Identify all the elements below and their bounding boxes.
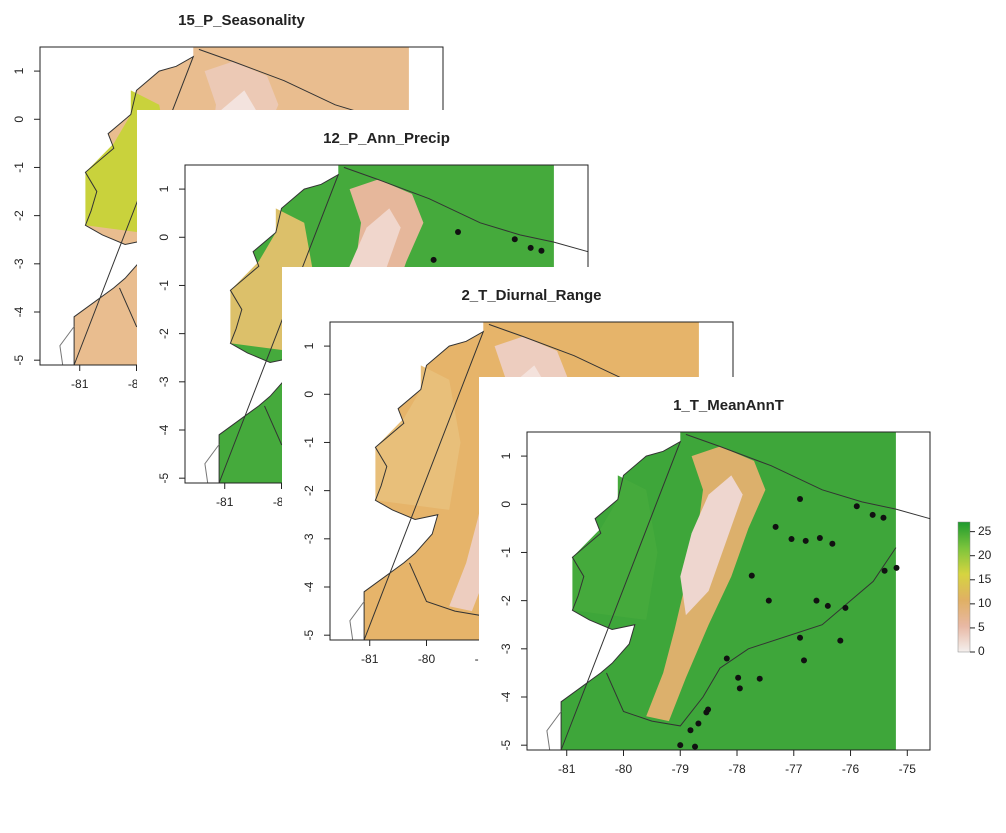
y-tick-label: 0 xyxy=(302,391,316,398)
occurrence-point xyxy=(842,605,848,611)
occurrence-point xyxy=(825,603,831,609)
occurrence-point xyxy=(894,565,900,571)
y-tick-label: -1 xyxy=(499,547,513,558)
occurrence-point xyxy=(789,536,795,542)
y-tick-label: -1 xyxy=(12,162,26,173)
occurrence-point xyxy=(431,257,437,263)
x-tick-label: -77 xyxy=(785,762,803,776)
legend-tick-label: 10 xyxy=(978,596,992,610)
y-tick-label: -4 xyxy=(157,424,171,435)
occurrence-point xyxy=(803,538,809,544)
y-tick-label: -5 xyxy=(12,355,26,366)
x-tick-label: -81 xyxy=(71,377,89,391)
x-tick-label: -75 xyxy=(899,762,917,776)
occurrence-point xyxy=(695,721,701,727)
y-tick-label: -2 xyxy=(12,210,26,221)
panel-title: 1_T_MeanAnnT xyxy=(673,397,784,414)
occurrence-point xyxy=(813,598,819,604)
x-tick-label: -76 xyxy=(842,762,860,776)
y-tick-label: -5 xyxy=(499,740,513,751)
occurrence-point xyxy=(512,236,518,242)
y-tick-label: -2 xyxy=(302,485,316,496)
occurrence-point xyxy=(703,709,709,715)
y-tick-label: 0 xyxy=(12,116,26,123)
y-tick-label: -3 xyxy=(12,258,26,269)
occurrence-point xyxy=(880,515,886,521)
y-tick-label: -2 xyxy=(499,595,513,606)
x-tick-label: -81 xyxy=(361,652,379,666)
y-tick-label: -4 xyxy=(12,306,26,317)
occurrence-point xyxy=(538,248,544,254)
x-tick-label: -80 xyxy=(615,762,633,776)
occurrence-point xyxy=(837,638,843,644)
x-tick-label: -81 xyxy=(216,495,234,509)
occurrence-point xyxy=(882,568,888,574)
x-tick-label: -79 xyxy=(672,762,690,776)
panel-title: 2_T_Diurnal_Range xyxy=(461,287,601,304)
occurrence-point xyxy=(757,676,763,682)
legend-colorbar xyxy=(958,522,970,652)
occurrence-point xyxy=(528,245,534,251)
occurrence-point xyxy=(797,496,803,502)
occurrence-point xyxy=(870,512,876,518)
occurrence-point xyxy=(797,635,803,641)
panel-title: 12_P_Ann_Precip xyxy=(323,130,450,147)
occurrence-point xyxy=(817,535,823,541)
y-tick-label: -3 xyxy=(302,533,316,544)
occurrence-point xyxy=(737,685,743,691)
y-tick-label: 0 xyxy=(157,234,171,241)
occurrence-point xyxy=(692,744,698,750)
occurrence-point xyxy=(773,524,779,530)
legend-tick-label: 15 xyxy=(978,572,992,586)
legend-tick-label: 0 xyxy=(978,644,985,658)
occurrence-point xyxy=(854,503,860,509)
occurrence-point xyxy=(801,657,807,663)
occurrence-point xyxy=(677,742,683,748)
y-tick-label: -3 xyxy=(157,376,171,387)
y-tick-label: -4 xyxy=(302,581,316,592)
occurrence-point xyxy=(455,229,461,235)
y-tick-label: -5 xyxy=(157,473,171,484)
legend-tick-label: 20 xyxy=(978,548,992,562)
x-tick-label: -78 xyxy=(728,762,746,776)
legend-tick-label: 5 xyxy=(978,620,985,634)
y-tick-label: -5 xyxy=(302,630,316,641)
y-tick-label: -4 xyxy=(499,691,513,702)
x-tick-label: -80 xyxy=(418,652,436,666)
y-tick-label: -3 xyxy=(499,643,513,654)
occurrence-point xyxy=(724,655,730,661)
map-stack: 15_P_Seasonality-81-80-79-78-77-76-7510-… xyxy=(0,0,1006,833)
y-tick-label: 1 xyxy=(12,67,26,74)
y-tick-label: 1 xyxy=(302,342,316,349)
y-tick-label: -1 xyxy=(302,437,316,448)
legend-tick-label: 25 xyxy=(978,524,992,538)
map-panel: 1_T_MeanAnnT-81-80-79-78-77-76-7510-1-2-… xyxy=(479,377,1006,805)
occurrence-point xyxy=(749,573,755,579)
occurrence-point xyxy=(687,727,693,733)
panel-title: 15_P_Seasonality xyxy=(178,12,305,29)
occurrence-point xyxy=(766,598,772,604)
y-tick-label: 1 xyxy=(499,452,513,459)
occurrence-point xyxy=(829,541,835,547)
occurrence-point xyxy=(735,675,741,681)
y-tick-label: 0 xyxy=(499,501,513,508)
y-tick-label: -1 xyxy=(157,280,171,291)
x-tick-label: -81 xyxy=(558,762,576,776)
y-tick-label: -2 xyxy=(157,328,171,339)
y-tick-label: 1 xyxy=(157,185,171,192)
